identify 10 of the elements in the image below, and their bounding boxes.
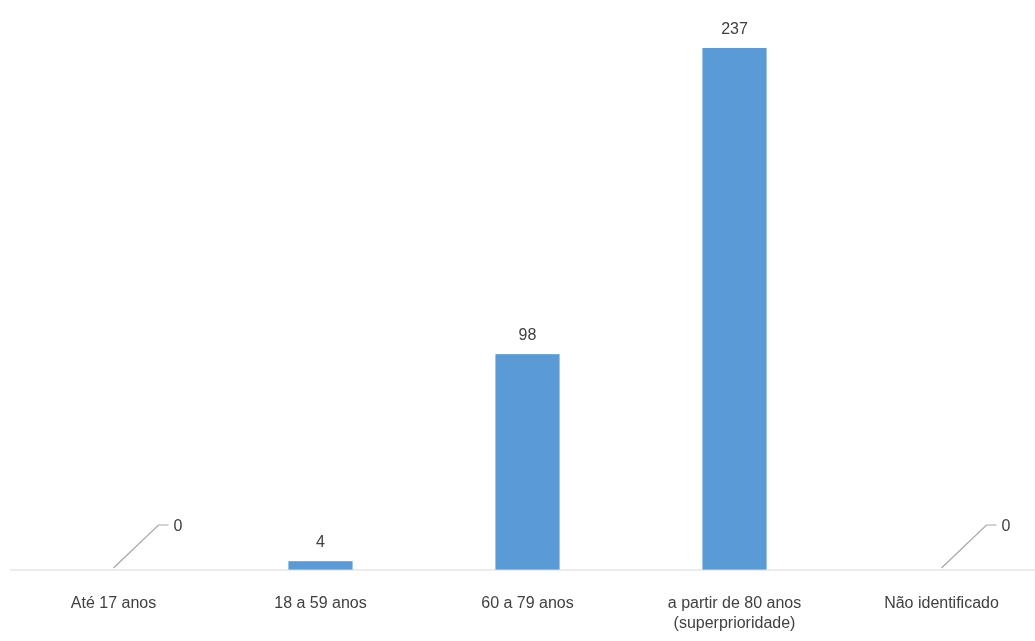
annotation: 0 — [1001, 517, 1011, 534]
x-tick-label: Não identificado — [884, 594, 999, 611]
annotation: 0 — [173, 517, 183, 534]
data-label: 4 — [316, 533, 326, 551]
data-label: 237 — [721, 20, 748, 37]
x-tick-label: a partir de 80 anos (superprioridade) — [667, 594, 802, 631]
data-label: 98 — [518, 326, 537, 344]
x-tick-label: 60 a 79 anos — [481, 594, 574, 611]
x-tick-label: 18 a 59 anos — [274, 594, 367, 611]
x-tick-label: Até 17 anos — [70, 594, 157, 611]
